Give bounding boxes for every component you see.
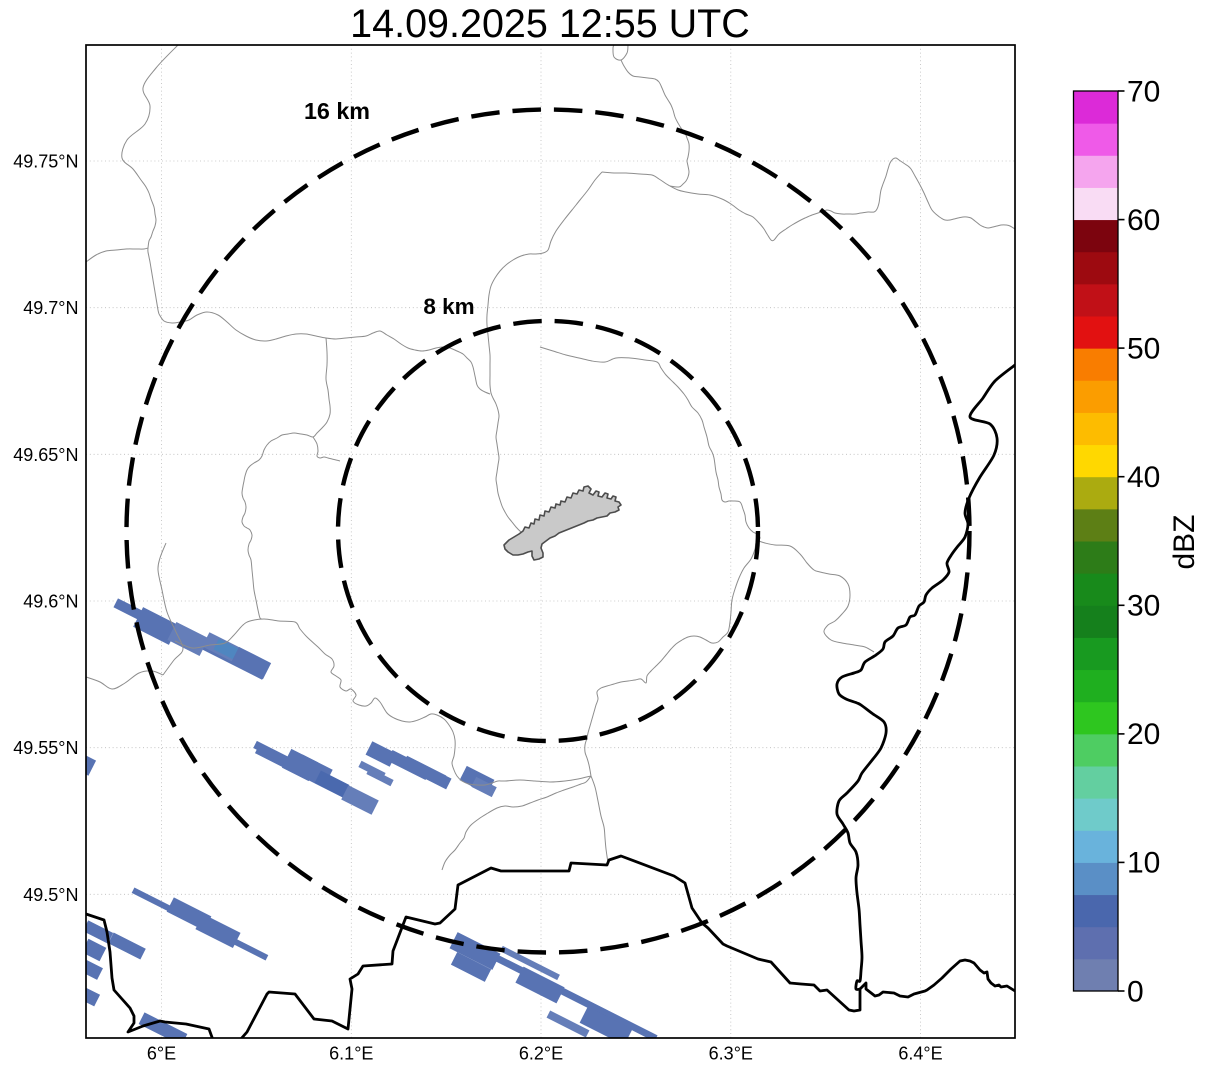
svg-text:10: 10 bbox=[1127, 847, 1160, 880]
svg-text:20: 20 bbox=[1127, 718, 1160, 751]
svg-text:8 km: 8 km bbox=[423, 294, 474, 319]
svg-text:6.2°E: 6.2°E bbox=[519, 1044, 563, 1064]
svg-text:40: 40 bbox=[1127, 461, 1160, 494]
svg-text:60: 60 bbox=[1127, 204, 1160, 237]
svg-text:14.09.2025 12:55 UTC: 14.09.2025 12:55 UTC bbox=[350, 2, 750, 46]
svg-text:6.3°E: 6.3°E bbox=[709, 1044, 753, 1064]
svg-text:49.7°N: 49.7°N bbox=[23, 298, 78, 318]
svg-text:30: 30 bbox=[1127, 590, 1160, 623]
svg-text:49.65°N: 49.65°N bbox=[13, 445, 78, 465]
svg-text:50: 50 bbox=[1127, 332, 1160, 365]
svg-text:49.75°N: 49.75°N bbox=[13, 152, 78, 172]
svg-text:49.55°N: 49.55°N bbox=[13, 738, 78, 758]
svg-text:dBZ: dBZ bbox=[1168, 514, 1201, 569]
svg-text:0: 0 bbox=[1127, 975, 1144, 1008]
svg-text:16 km: 16 km bbox=[304, 98, 370, 124]
svg-text:49.5°N: 49.5°N bbox=[23, 885, 78, 905]
svg-text:49.6°N: 49.6°N bbox=[23, 592, 78, 612]
svg-text:6.4°E: 6.4°E bbox=[898, 1044, 942, 1064]
svg-text:6.1°E: 6.1°E bbox=[329, 1044, 373, 1064]
svg-text:70: 70 bbox=[1127, 75, 1160, 108]
svg-text:6°E: 6°E bbox=[147, 1044, 176, 1064]
